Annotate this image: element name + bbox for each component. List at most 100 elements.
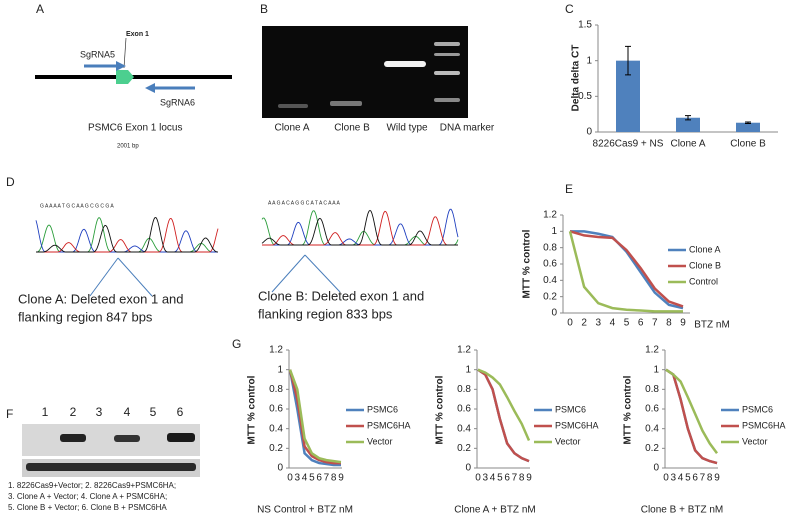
caption: flanking region 847 bps bbox=[18, 309, 153, 324]
error-bar bbox=[625, 45, 631, 76]
y-tick-label: 0.2 bbox=[269, 443, 283, 454]
lane-number: 5 bbox=[150, 405, 157, 419]
y-tick-label: 0.6 bbox=[269, 404, 283, 415]
x-axis-label: Clone A + BTZ nM bbox=[454, 505, 535, 515]
panel-label: A bbox=[36, 2, 44, 16]
y-tick-label: 0.4 bbox=[269, 423, 283, 434]
arrow bbox=[271, 254, 306, 293]
x-tick-label: 7 bbox=[652, 318, 658, 329]
blot-legend: 3. Clone A + Vector; 4. Clone A + PSMC6H… bbox=[8, 492, 167, 501]
legend-label: PSMC6HA bbox=[555, 420, 599, 430]
y-tick-label: 0.8 bbox=[269, 384, 283, 395]
trace bbox=[262, 208, 459, 246]
x-axis-label: Clone B + BTZ nM bbox=[641, 505, 724, 515]
bar bbox=[736, 122, 760, 132]
lane-number: 1 bbox=[42, 405, 49, 419]
trace bbox=[36, 217, 219, 253]
y-axis-label: MTT % control bbox=[522, 229, 533, 298]
exon-label: Exon 1 bbox=[126, 31, 149, 38]
arrow bbox=[304, 254, 341, 293]
x-axis-label: BTZ nM bbox=[694, 320, 730, 331]
y-tick-label: 0.4 bbox=[457, 423, 471, 434]
lane-label: Wild type bbox=[386, 123, 428, 134]
series-line bbox=[665, 368, 718, 465]
series-line bbox=[288, 369, 341, 467]
y-tick-label: 1.5 bbox=[578, 20, 592, 31]
band bbox=[330, 101, 362, 106]
y-tick-label: 0.4 bbox=[645, 423, 659, 434]
x-tick-label: 7 bbox=[512, 473, 518, 484]
x-tick-label: 9 bbox=[714, 473, 720, 484]
chromatogram bbox=[35, 208, 459, 253]
x-tick-label: 2 bbox=[581, 318, 587, 329]
x-tick-label: 6 bbox=[504, 473, 510, 484]
x-tick-label: 6 bbox=[638, 318, 644, 329]
sgrna-label: SgRNA5 bbox=[80, 49, 115, 59]
legend-label: PSMC6 bbox=[555, 404, 586, 414]
y-tick-label: 0.2 bbox=[457, 443, 471, 454]
y-tick-label: 1 bbox=[586, 55, 592, 66]
caption: flanking region 833 bps bbox=[258, 306, 393, 321]
panel-label: F bbox=[6, 407, 13, 421]
band bbox=[114, 435, 140, 442]
legend-label: PSMC6 bbox=[742, 404, 773, 414]
band bbox=[434, 71, 460, 75]
x-tick-label: 5 bbox=[685, 473, 691, 484]
series-line bbox=[288, 369, 342, 464]
legend-label: PSMC6HA bbox=[367, 420, 411, 430]
x-tick-label: 0 bbox=[287, 473, 293, 484]
lane-label: DNA marker bbox=[440, 123, 495, 134]
y-axis-label: MTT % control bbox=[247, 375, 258, 444]
sequence: G A A A A T G C A A G C G C G A bbox=[40, 203, 114, 209]
x-tick-label: 3 bbox=[671, 473, 677, 484]
y-tick-label: 0.6 bbox=[543, 259, 557, 270]
blot-legend: 5. Clone B + Vector; 6. Clone B + PSMC6H… bbox=[8, 503, 167, 512]
trace bbox=[36, 217, 219, 253]
x-tick-label: Clone A bbox=[670, 139, 705, 150]
legend-label: Control bbox=[689, 276, 718, 286]
y-tick-label: 1.2 bbox=[543, 210, 557, 221]
y-tick-label: 0.8 bbox=[645, 384, 659, 395]
series-line bbox=[477, 368, 530, 463]
y-tick-label: 0 bbox=[551, 308, 557, 319]
arrow-head bbox=[145, 83, 155, 93]
bar bbox=[676, 117, 700, 132]
size-label: 2001 bp bbox=[117, 144, 139, 150]
x-tick-label: 6 bbox=[316, 473, 322, 484]
arrow bbox=[89, 257, 119, 297]
series-line bbox=[665, 368, 718, 465]
y-tick-label: 0.5 bbox=[578, 91, 592, 102]
panel-label: B bbox=[260, 2, 268, 16]
x-tick-label: 3 bbox=[483, 473, 489, 484]
legend-label: Clone A bbox=[689, 244, 721, 254]
y-tick-label: 1.2 bbox=[457, 345, 471, 356]
x-tick-label: 8 bbox=[519, 473, 525, 484]
lane-number: 6 bbox=[177, 405, 184, 419]
x-tick-label: 5 bbox=[497, 473, 503, 484]
band bbox=[60, 434, 86, 442]
arrow-head bbox=[116, 61, 126, 71]
lane-number: 2 bbox=[70, 405, 77, 419]
x-tick-label: 7 bbox=[324, 473, 330, 484]
band bbox=[434, 42, 460, 46]
band bbox=[167, 433, 195, 442]
series-line bbox=[477, 368, 531, 441]
x-tick-label: 8 bbox=[331, 473, 337, 484]
y-tick-label: 1.2 bbox=[269, 345, 283, 356]
legend-label: PSMC6HA bbox=[742, 420, 786, 430]
legend-label: Vector bbox=[367, 436, 393, 446]
x-tick-label: 6 bbox=[692, 473, 698, 484]
series-line bbox=[569, 230, 684, 308]
series-line bbox=[570, 230, 684, 310]
y-axis-label: MTT % control bbox=[435, 375, 446, 444]
y-tick-label: 0.4 bbox=[543, 275, 557, 286]
error-bar bbox=[745, 121, 751, 124]
x-tick-label: 7 bbox=[700, 473, 706, 484]
legend-label: Clone B bbox=[689, 260, 721, 270]
arrow bbox=[117, 257, 153, 297]
sgrna-label: SgRNA6 bbox=[160, 97, 195, 107]
legend-label: Vector bbox=[555, 436, 581, 446]
y-tick-label: 0 bbox=[465, 463, 471, 474]
x-tick-label: 5 bbox=[624, 318, 630, 329]
y-tick-label: 0.6 bbox=[457, 404, 471, 415]
